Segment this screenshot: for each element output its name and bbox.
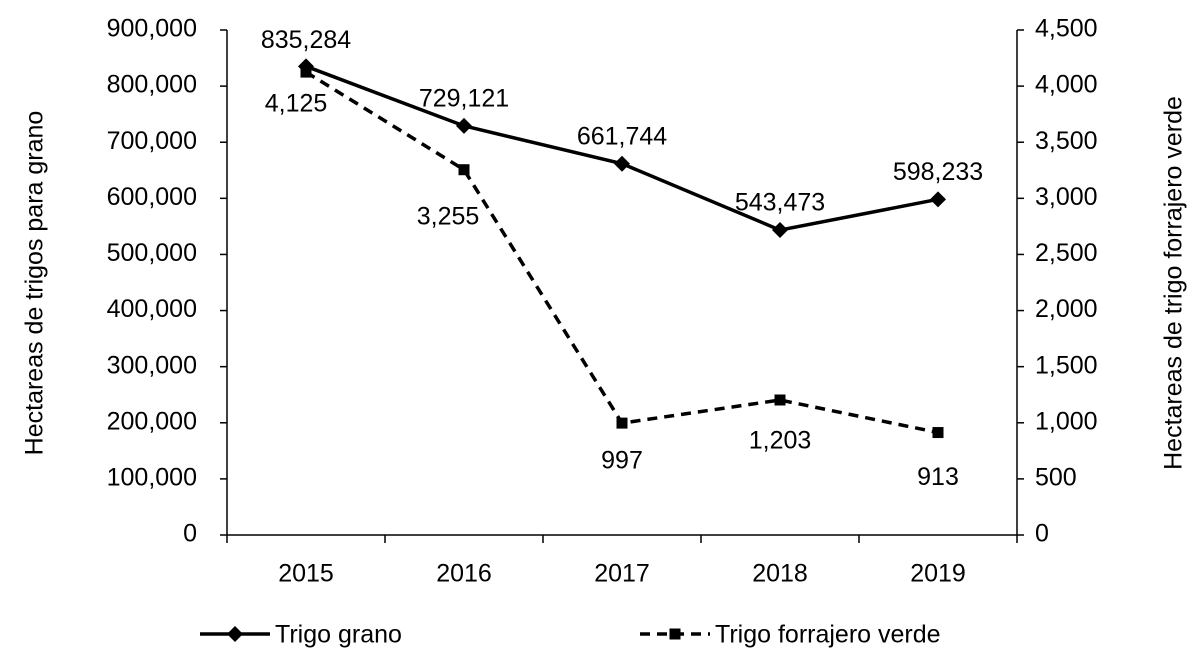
y-tick-label: 600,000 bbox=[107, 183, 197, 211]
data-label: 543,473 bbox=[735, 189, 825, 217]
x-tick-label: 2019 bbox=[910, 560, 966, 588]
data-label: 661,744 bbox=[577, 122, 667, 150]
y-tick-label: 300,000 bbox=[107, 351, 197, 379]
data-label: 598,233 bbox=[893, 158, 983, 186]
data-label: 835,284 bbox=[261, 26, 351, 54]
y2-tick-label: 1,500 bbox=[1035, 351, 1098, 379]
data-label: 3,255 bbox=[417, 202, 480, 230]
y2-tick-label: 4,000 bbox=[1035, 71, 1098, 99]
y2-axis-title: Hectareas de trigo forrajero verde bbox=[1160, 96, 1188, 470]
x-tick-label: 2017 bbox=[594, 560, 650, 588]
data-point bbox=[614, 155, 630, 172]
data-point bbox=[772, 222, 788, 239]
data-point bbox=[458, 164, 470, 176]
legend-marker bbox=[227, 626, 243, 642]
y2-tick-label: 2,000 bbox=[1035, 295, 1098, 323]
legend-label: Trigo grano bbox=[275, 621, 402, 649]
y2-tick-label: 3,000 bbox=[1035, 183, 1098, 211]
x-tick-label: 2018 bbox=[752, 560, 808, 588]
y-tick-label: 800,000 bbox=[107, 71, 197, 99]
y-axis-title: Hectareas de trigos para grano bbox=[21, 111, 49, 456]
data-point bbox=[932, 427, 944, 439]
data-point bbox=[930, 191, 946, 208]
data-label: 4,125 bbox=[265, 90, 328, 118]
y2-tick-label: 2,500 bbox=[1035, 239, 1098, 267]
legend-label: Trigo forrajero verde bbox=[715, 621, 941, 649]
y2-tick-label: 1,000 bbox=[1035, 407, 1098, 435]
y-tick-label: 400,000 bbox=[107, 295, 197, 323]
y-tick-label: 200,000 bbox=[107, 407, 197, 435]
y-tick-label: 700,000 bbox=[107, 127, 197, 155]
x-tick-label: 2015 bbox=[278, 560, 334, 588]
y-tick-label: 500,000 bbox=[107, 239, 197, 267]
data-point bbox=[774, 394, 786, 406]
data-point bbox=[300, 66, 312, 78]
y2-tick-label: 0 bbox=[1035, 520, 1049, 548]
data-label: 997 bbox=[601, 447, 643, 475]
legend-marker bbox=[669, 628, 681, 640]
y2-tick-label: 4,500 bbox=[1035, 15, 1098, 43]
y2-tick-label: 500 bbox=[1035, 463, 1077, 491]
x-tick-label: 2016 bbox=[436, 560, 492, 588]
y-tick-label: 900,000 bbox=[107, 15, 197, 43]
y2-tick-label: 3,500 bbox=[1035, 127, 1098, 155]
data-label: 1,203 bbox=[749, 427, 812, 455]
y-tick-label: 100,000 bbox=[107, 463, 197, 491]
data-point bbox=[456, 117, 472, 134]
data-label: 729,121 bbox=[419, 84, 509, 112]
y-tick-label: 0 bbox=[183, 520, 197, 548]
data-point bbox=[616, 417, 628, 429]
data-label: 913 bbox=[917, 463, 959, 491]
